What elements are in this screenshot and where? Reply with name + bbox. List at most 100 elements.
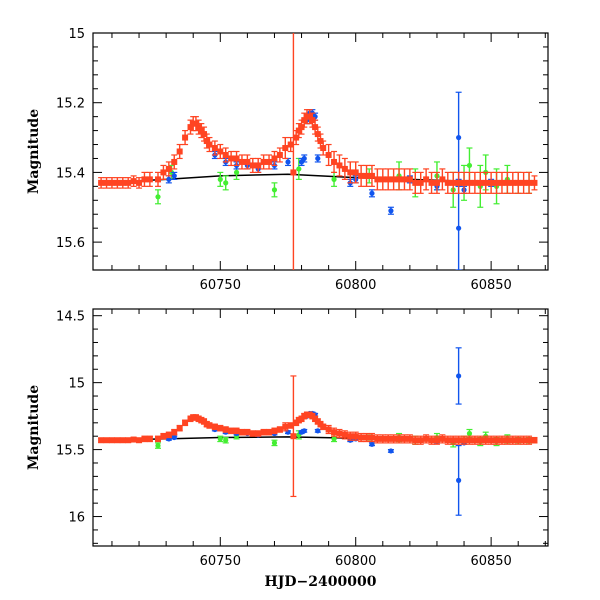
- data-point: [428, 437, 435, 444]
- data-point: [315, 428, 321, 434]
- data-point: [352, 433, 359, 440]
- data-point: [466, 430, 473, 437]
- data-point: [171, 158, 178, 165]
- data-point: [374, 435, 381, 442]
- y-tick-label: 15: [68, 377, 85, 392]
- data-point: [182, 419, 189, 426]
- data-point: [433, 179, 440, 186]
- data-point: [396, 435, 403, 442]
- data-point: [493, 179, 500, 186]
- data-point: [520, 179, 527, 186]
- data-point: [160, 169, 167, 176]
- data-point: [450, 437, 457, 444]
- data-point: [331, 429, 338, 436]
- data-point: [136, 179, 143, 186]
- data-point: [509, 437, 516, 444]
- x-tick-label: 60850: [470, 278, 511, 293]
- data-point: [187, 124, 194, 131]
- data-point: [439, 176, 446, 183]
- data-point: [141, 435, 148, 442]
- data-point: [461, 179, 468, 186]
- data-point: [390, 435, 397, 442]
- data-point: [417, 179, 424, 186]
- data-point: [412, 437, 419, 444]
- data-point: [444, 437, 451, 444]
- data-point: [287, 422, 294, 429]
- y-tick-label: 15.4: [56, 166, 85, 181]
- data-point: [498, 437, 505, 444]
- data-point: [155, 194, 161, 200]
- data-point: [244, 429, 251, 436]
- data-point: [301, 117, 308, 124]
- data-point: [515, 179, 522, 186]
- data-point: [295, 127, 302, 134]
- x-tick-label: 60800: [335, 554, 376, 569]
- data-point: [368, 172, 375, 179]
- data-point: [271, 187, 278, 193]
- data-point: [498, 179, 505, 186]
- data-point: [450, 179, 457, 186]
- data-point: [466, 437, 473, 444]
- data-point: [406, 435, 413, 442]
- x-tick-label: 60750: [200, 278, 241, 293]
- data-point: [276, 151, 283, 158]
- top-panel: 60750 60800 60850 15 15.2 15.4 15.6 Magnitude: [26, 27, 549, 293]
- data-point: [155, 442, 161, 449]
- data-point: [211, 145, 218, 152]
- data-point: [223, 437, 229, 443]
- data-point: [266, 158, 273, 165]
- data-point: [444, 179, 451, 186]
- data-point: [223, 180, 229, 186]
- data-point: [171, 434, 177, 441]
- data-point: [412, 179, 419, 186]
- data-point: [347, 169, 354, 176]
- data-point: [192, 120, 199, 127]
- y-axis-title: Magnitude: [26, 385, 42, 470]
- data-point: [466, 179, 473, 186]
- data-point: [433, 437, 440, 444]
- data-point: [233, 169, 240, 176]
- data-point: [249, 162, 256, 169]
- data-point: [114, 437, 121, 444]
- data-point: [471, 179, 478, 186]
- data-point: [228, 155, 235, 162]
- data-point: [390, 176, 397, 183]
- data-point: [238, 429, 245, 436]
- data-point: [282, 145, 289, 152]
- data-point: [290, 169, 297, 176]
- data-point: [301, 428, 307, 434]
- data-point: [482, 179, 489, 186]
- data-point: [114, 179, 121, 186]
- data-point: [266, 429, 273, 436]
- data-point: [471, 437, 478, 444]
- data-point: [306, 113, 313, 120]
- data-point: [98, 437, 105, 444]
- data-point: [108, 437, 115, 444]
- data-point: [379, 435, 386, 442]
- data-point: [379, 176, 386, 183]
- data-point: [171, 429, 178, 436]
- data-point: [195, 124, 202, 131]
- y-tick-label: 15.5: [56, 444, 85, 459]
- y-axis-title: Magnitude: [26, 109, 42, 194]
- data-point: [166, 176, 172, 182]
- data-point: [369, 441, 375, 447]
- data-point: [401, 176, 408, 183]
- data-point: [198, 127, 205, 134]
- data-point: [488, 437, 495, 444]
- data-point: [176, 148, 183, 155]
- data-point: [271, 427, 278, 434]
- data-point: [98, 179, 105, 186]
- data-point: [325, 426, 332, 433]
- data-point: [222, 151, 229, 158]
- data-point: [165, 165, 172, 172]
- data-point: [477, 437, 484, 444]
- y-tick-label: 15: [68, 27, 85, 42]
- data-point: [385, 435, 392, 442]
- data-point: [119, 437, 126, 444]
- data-point: [217, 176, 223, 182]
- data-point: [520, 437, 527, 444]
- data-point: [423, 176, 430, 183]
- data-point: [388, 448, 394, 454]
- data-point: [401, 435, 408, 442]
